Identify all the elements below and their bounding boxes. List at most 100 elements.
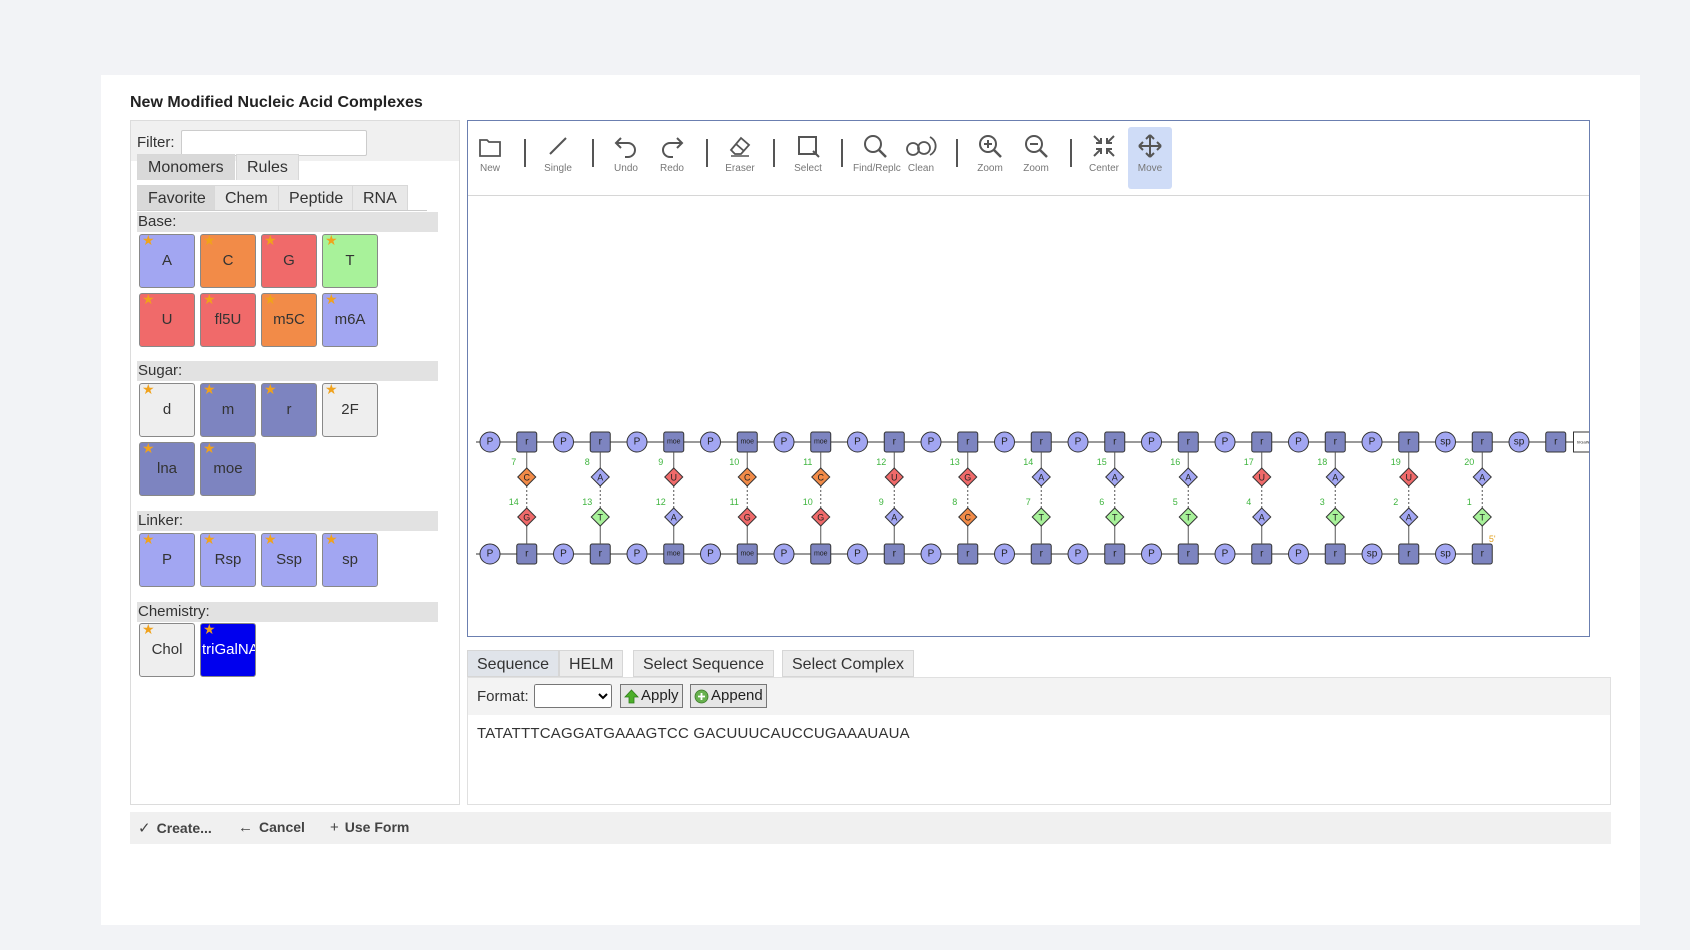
- monomer-label: triGalNA: [202, 641, 256, 658]
- tab-select-sequence[interactable]: Select Sequence: [633, 650, 774, 677]
- zoom-in-button[interactable]: Zoom: [968, 127, 1012, 189]
- monomer-tile-a[interactable]: ★ A: [139, 234, 195, 288]
- monomer-tile-trigalna[interactable]: ★ triGalNA: [200, 623, 256, 677]
- monomer-tile-u[interactable]: ★ U: [139, 293, 195, 347]
- bottom-base-label: T: [1480, 513, 1486, 523]
- bottom-base-shape: [664, 507, 684, 527]
- bottom-base-label: A: [891, 513, 897, 523]
- arrow-left-icon: ←: [238, 819, 253, 836]
- bottom-monomer-shape: [1067, 543, 1089, 565]
- monomer-tile-m5c[interactable]: ★ m5C: [261, 293, 317, 347]
- tab-monomers[interactable]: Monomers: [137, 154, 235, 180]
- monomer-tile-lna[interactable]: ★ lna: [139, 442, 195, 496]
- monomer-tile-2f[interactable]: ★ 2F: [322, 383, 378, 437]
- eraser-button[interactable]: Eraser: [718, 127, 762, 189]
- top-monomer-label: moe: [814, 439, 828, 446]
- apply-button[interactable]: Apply: [620, 684, 683, 708]
- plus-circle-icon: [694, 689, 709, 704]
- append-button[interactable]: Append: [690, 684, 767, 708]
- eraser-icon: [729, 136, 751, 157]
- top-monomer-shape: [1067, 431, 1089, 453]
- top-monomer-shape: [773, 431, 795, 453]
- single-bond-button[interactable]: Single: [536, 127, 580, 189]
- bottom-base-shape: [737, 507, 757, 527]
- monomer-tile-c[interactable]: ★ C: [200, 234, 256, 288]
- top-monomer-shape: [847, 431, 868, 453]
- monomer-tile-moe[interactable]: ★ moe: [200, 442, 256, 496]
- top-monomer-label: P: [1075, 437, 1082, 448]
- sequence-text[interactable]: TATATTTCAGGATGAAAGTCC GACUUUCAUCCUGAAAUA…: [477, 725, 910, 742]
- monomer-tile-p[interactable]: ★ P: [139, 533, 195, 587]
- monomer-label: fl5U: [214, 311, 242, 328]
- center-icon: [1093, 135, 1115, 157]
- bottom-monomer-label: sp: [1440, 549, 1451, 560]
- favorite-star-icon: ★: [325, 383, 338, 397]
- top-base-number: 19: [1391, 457, 1401, 467]
- tab-sequence[interactable]: Sequence: [467, 650, 560, 677]
- monomer-tile-r[interactable]: ★ r: [261, 383, 317, 437]
- tab-rna[interactable]: RNA: [352, 185, 408, 211]
- monomer-tile-m[interactable]: ★ m: [200, 383, 256, 437]
- redo-button[interactable]: Redo: [650, 127, 694, 189]
- monomer-tile-chol[interactable]: ★ Chol: [139, 623, 195, 677]
- top-monomer-label: P: [854, 437, 861, 448]
- tab-rules[interactable]: Rules: [236, 154, 299, 180]
- bottom-base-number: 11: [730, 497, 739, 507]
- zoom-out-button[interactable]: Zoom: [1014, 127, 1058, 189]
- monomer-tile-sp[interactable]: ★ sp: [322, 533, 378, 587]
- top-base-label: C: [744, 473, 751, 483]
- section-chemistry-header: Chemistry:: [137, 602, 438, 622]
- tab-helm[interactable]: HELM: [559, 650, 624, 677]
- top-monomer-label: r: [525, 437, 529, 448]
- monomer-tile-g[interactable]: ★ G: [261, 234, 317, 288]
- bottom-base-label: T: [1112, 513, 1118, 523]
- monomer-tile-d[interactable]: ★ d: [139, 383, 195, 437]
- tab-chem[interactable]: Chem: [214, 185, 279, 211]
- top-base-shape: [811, 467, 831, 487]
- top-monomer-shape: [1214, 431, 1236, 453]
- tab-divider: [137, 210, 427, 211]
- filter-label: Filter:: [137, 134, 175, 151]
- monomer-tile-m6a[interactable]: ★ m6A: [322, 293, 378, 347]
- format-select[interactable]: [534, 684, 612, 708]
- top-monomer-label: r: [1113, 437, 1117, 448]
- favorite-star-icon: ★: [264, 234, 277, 248]
- top-base-shape: [737, 467, 757, 487]
- select-button[interactable]: Select: [786, 127, 830, 189]
- top-base-number: 14: [1023, 457, 1033, 467]
- favorite-star-icon: ★: [325, 533, 338, 547]
- find-replace-button[interactable]: Find/Replc: [853, 127, 901, 189]
- sequence-panel: Format: Apply Append TATATTTCAGGATGAAAGT…: [467, 677, 1611, 805]
- undo-button[interactable]: Undo: [604, 127, 648, 189]
- tab-favorite[interactable]: Favorite: [137, 185, 217, 211]
- top-base-number: 12: [876, 457, 886, 467]
- favorite-star-icon: ★: [142, 383, 155, 397]
- bottom-base-number: 10: [803, 497, 813, 507]
- move-label: Move: [1137, 163, 1163, 174]
- cancel-button[interactable]: ← Cancel: [238, 819, 305, 836]
- new-button[interactable]: New: [468, 127, 512, 189]
- monomer-tile-ssp[interactable]: ★ Ssp: [261, 533, 317, 587]
- monomer-tile-fl5u[interactable]: ★ fl5U: [200, 293, 256, 347]
- top-base-number: 8: [585, 457, 590, 467]
- top-base-shape: [1325, 467, 1345, 487]
- top-base-number: 15: [1097, 457, 1107, 467]
- move-button[interactable]: Move: [1128, 127, 1172, 189]
- clean-button[interactable]: Clean: [899, 127, 943, 189]
- top-monomer-label: P: [560, 437, 567, 448]
- zoom-out-icon: [1025, 135, 1048, 158]
- monomer-label: sp: [342, 551, 358, 568]
- top-monomer-shape: [553, 431, 574, 453]
- create-button[interactable]: ✓ Create...: [138, 819, 212, 837]
- filter-input[interactable]: [181, 130, 367, 156]
- tab-select-complex[interactable]: Select Complex: [782, 650, 915, 677]
- monomer-label: T: [345, 252, 355, 269]
- use-form-button[interactable]: + Use Form: [330, 819, 409, 836]
- tab-peptide[interactable]: Peptide: [278, 185, 355, 211]
- monomer-tile-t[interactable]: ★ T: [322, 234, 378, 288]
- center-button[interactable]: Center: [1082, 127, 1126, 189]
- bottom-monomer-label: moe: [667, 551, 681, 558]
- bottom-base-label: T: [598, 513, 604, 523]
- monomer-tile-rsp[interactable]: ★ Rsp: [200, 533, 256, 587]
